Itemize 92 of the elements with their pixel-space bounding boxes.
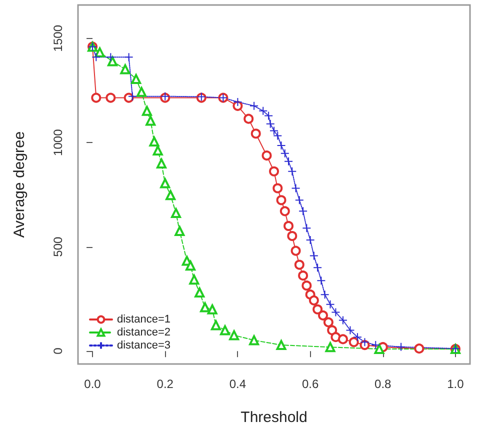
point — [171, 208, 181, 218]
y-tick-label: 1000 — [51, 128, 65, 156]
point — [210, 320, 221, 330]
point — [327, 325, 338, 336]
point — [374, 344, 384, 354]
point — [313, 263, 322, 272]
y-tick-label: 1500 — [51, 24, 65, 52]
point — [287, 230, 298, 241]
point — [200, 302, 210, 312]
point — [290, 246, 301, 256]
point — [124, 52, 134, 62]
point — [229, 330, 240, 340]
legend-label: distance=1 — [117, 314, 171, 326]
point — [160, 178, 170, 188]
point — [276, 141, 286, 150]
y-axis-title: Average degree — [11, 131, 28, 238]
y-tick-label: 0 — [51, 347, 65, 354]
point — [308, 295, 319, 306]
x-tick-label: 0.0 — [84, 377, 102, 391]
point — [320, 290, 330, 300]
point — [189, 274, 200, 285]
point — [360, 338, 370, 347]
x-tick-label: 0.2 — [156, 377, 174, 391]
point — [250, 128, 261, 139]
point — [152, 146, 163, 156]
x-axis-title: Threshold — [240, 409, 308, 426]
point — [194, 287, 205, 298]
point — [233, 97, 242, 106]
point — [262, 150, 272, 161]
point — [294, 260, 304, 270]
point — [298, 206, 308, 216]
point — [284, 156, 294, 166]
point — [414, 344, 424, 354]
point — [269, 166, 279, 176]
point — [291, 184, 300, 193]
point — [128, 92, 137, 101]
point — [232, 100, 243, 111]
point — [294, 196, 304, 205]
point — [91, 92, 102, 103]
point — [166, 190, 176, 200]
point — [396, 342, 406, 352]
point — [318, 310, 328, 320]
point — [298, 270, 308, 281]
point — [92, 52, 101, 62]
point — [326, 300, 335, 309]
legend-label: distance=2 — [117, 326, 171, 338]
point — [272, 183, 283, 194]
point — [174, 226, 185, 236]
point — [207, 304, 218, 314]
point — [302, 280, 312, 291]
point — [142, 106, 152, 116]
point — [331, 308, 340, 317]
point — [220, 325, 230, 336]
point — [371, 340, 380, 350]
point — [249, 335, 260, 346]
point — [316, 276, 326, 286]
point — [284, 220, 294, 231]
point — [348, 337, 359, 348]
point — [323, 317, 334, 328]
point — [106, 52, 116, 62]
point — [288, 166, 297, 176]
point — [107, 56, 118, 66]
point — [338, 316, 348, 325]
point — [302, 224, 312, 233]
point — [325, 342, 336, 352]
point — [156, 158, 166, 168]
point — [94, 47, 105, 58]
point — [352, 332, 362, 342]
x-tick-label: 0.6 — [302, 377, 319, 391]
point — [280, 148, 290, 158]
point — [131, 74, 142, 84]
point — [276, 195, 286, 206]
point — [244, 114, 254, 124]
point — [276, 340, 286, 350]
point — [106, 92, 116, 103]
point — [146, 116, 156, 126]
point — [149, 136, 160, 147]
point — [280, 206, 290, 216]
point — [186, 260, 196, 271]
point — [306, 235, 315, 244]
x-tick-label: 0.4 — [229, 377, 246, 391]
legend-label: distance=3 — [117, 340, 171, 352]
point — [338, 334, 348, 344]
y-tick-label: 500 — [51, 236, 65, 257]
point — [312, 304, 323, 314]
x-tick-label: 0.8 — [374, 377, 392, 391]
point — [346, 326, 355, 335]
point — [136, 86, 147, 97]
point — [120, 64, 130, 74]
point — [250, 101, 259, 110]
point — [309, 251, 318, 260]
x-tick-label: 1.0 — [447, 377, 464, 391]
